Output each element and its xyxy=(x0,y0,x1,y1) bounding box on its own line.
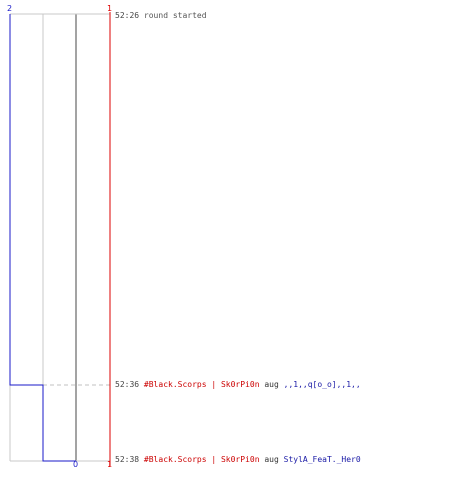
victim-name: StylA_FeaT._Her0 xyxy=(283,455,361,464)
left-scale-top-label: 2 xyxy=(7,4,12,13)
weapon-name: aug xyxy=(264,380,279,389)
killer-name: #Black.Scorps | Sk0rPi0n xyxy=(143,455,260,464)
killer-name: #Black.Scorps | Sk0rPi0n xyxy=(143,380,260,389)
weapon-name: aug xyxy=(264,455,279,464)
event-kill: 52:36 #Black.Scorps | Sk0rPi0n aug ,,1,,… xyxy=(115,380,361,390)
event-time: 52:36 xyxy=(115,380,140,389)
event-time: 52:38 xyxy=(115,455,140,464)
center-scale-bottom-label: 0 xyxy=(73,460,78,469)
event-round-started: 52:26 round started xyxy=(115,11,207,21)
blue-team-score-line xyxy=(9,14,76,462)
victim-name: ,,1,,q[o_o],,1,, xyxy=(283,380,361,389)
event-time: 52:26 xyxy=(115,11,140,20)
right-scale-top-label: 1 xyxy=(107,4,112,13)
right-scale-bottom-label: 1 xyxy=(107,460,112,469)
event-kill: 52:38 #Black.Scorps | Sk0rPi0n aug StylA… xyxy=(115,455,361,465)
event-text: round started xyxy=(143,11,207,20)
